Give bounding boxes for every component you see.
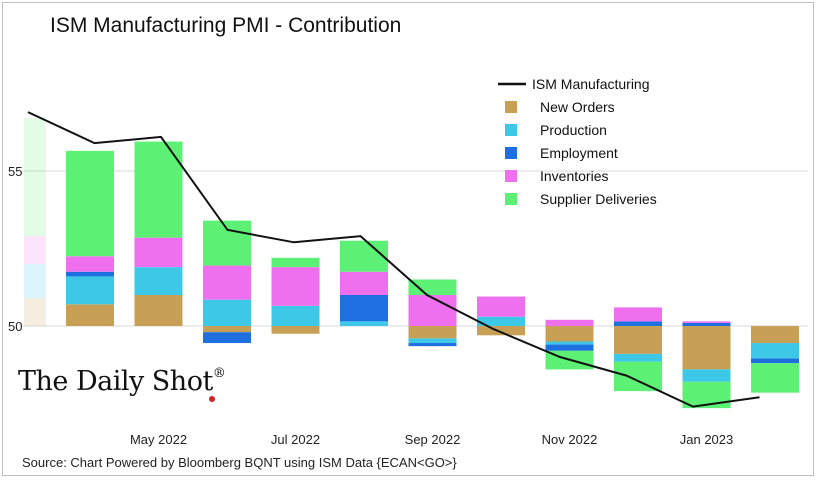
bar-inventories-may-2022 bbox=[134, 237, 183, 268]
bar-production-jul-2022 bbox=[271, 305, 320, 326]
legend-label-employment: Employment bbox=[540, 145, 618, 161]
bar-supplier-deliveries-dec-2022 bbox=[614, 361, 662, 392]
bar-production-dec-2022 bbox=[614, 353, 662, 362]
bar-production-jan-2023 bbox=[682, 369, 731, 382]
bar-supplier-deliveries-aug-2022 bbox=[340, 240, 388, 272]
legend-swatch-production bbox=[505, 124, 517, 136]
bar-supplier-deliveries-apr-2022 bbox=[66, 150, 114, 257]
bar-employment-jan-2023 bbox=[682, 322, 731, 326]
bar-employment-jun-2022 bbox=[203, 332, 251, 344]
legend-label-production: Production bbox=[540, 122, 607, 138]
bar-inventories-jun-2022 bbox=[203, 265, 251, 300]
x-tick-label: May 2022 bbox=[130, 432, 187, 447]
bar-production-sep-2022 bbox=[408, 338, 457, 344]
logo-red-dot bbox=[209, 396, 215, 402]
bar-production-jun-2022 bbox=[203, 299, 251, 326]
source-note: Source: Chart Powered by Bloomberg BQNT … bbox=[22, 455, 457, 470]
logo-registered-mark: ® bbox=[212, 366, 226, 381]
bar-new-orders-nov-2022 bbox=[545, 326, 594, 342]
bar-employment-dec-2022 bbox=[614, 321, 662, 326]
legend-label-ism-manufacturing: ISM Manufacturing bbox=[532, 76, 650, 92]
bar-inventories-jul-2022 bbox=[271, 267, 320, 306]
bar-inventories-sep-2022 bbox=[408, 295, 457, 326]
bar-new-orders-jan-2023 bbox=[682, 326, 731, 370]
bar-inventories-apr-2022 bbox=[66, 256, 114, 272]
bar-new-orders-apr-2022 bbox=[66, 304, 114, 326]
bar-employment-sep-2022 bbox=[408, 343, 457, 347]
bar-inventories-dec-2022 bbox=[614, 307, 662, 322]
bar-inventories-aug-2022 bbox=[340, 271, 388, 295]
daily-shot-logo: The Daily Shot® bbox=[18, 366, 226, 397]
legend-swatch-new-orders bbox=[505, 101, 517, 113]
bar-new-orders-jun-2022 bbox=[203, 326, 251, 333]
legend-label-new-orders: New Orders bbox=[540, 99, 615, 115]
bar-supplier-deliveries-feb-2023 bbox=[751, 363, 799, 393]
bar-new-orders-may-2022 bbox=[134, 295, 183, 326]
x-tick-label: Nov 2022 bbox=[542, 432, 598, 447]
bar-production-may-2022 bbox=[134, 267, 183, 295]
bar-supplier-deliveries-may-2022 bbox=[134, 141, 183, 238]
bar-employment-feb-2023 bbox=[751, 358, 799, 364]
ism-manufacturing-line bbox=[27, 111, 760, 408]
legend-swatch-inventories bbox=[505, 170, 517, 182]
bar-inventories-jan-2023 bbox=[682, 321, 731, 323]
bar-production-aug-2022 bbox=[340, 321, 388, 326]
legend-label-supplier-deliveries: Supplier Deliveries bbox=[540, 191, 657, 207]
bar-inventories-nov-2022 bbox=[545, 319, 594, 326]
legend-swatch-employment bbox=[505, 147, 517, 159]
x-tick-label: Jul 2022 bbox=[271, 432, 320, 447]
bar-supplier-deliveries-jul-2022 bbox=[271, 257, 320, 268]
y-tick-label-50: 50 bbox=[8, 319, 22, 334]
bar-supplier-deliveries-jun-2022 bbox=[203, 220, 251, 266]
bar-new-orders-jul-2022 bbox=[271, 326, 320, 334]
partial-bar-segment bbox=[24, 236, 46, 264]
partial-bar-segment bbox=[24, 298, 46, 326]
y-tick-label-55: 55 bbox=[8, 164, 22, 179]
bar-production-nov-2022 bbox=[545, 341, 594, 345]
bar-new-orders-sep-2022 bbox=[408, 326, 457, 339]
x-tick-label: Sep 2022 bbox=[405, 432, 461, 447]
partial-bar-segment bbox=[24, 264, 46, 299]
bar-production-oct-2022 bbox=[477, 316, 525, 326]
bar-new-orders-feb-2023 bbox=[751, 326, 799, 344]
bar-new-orders-oct-2022 bbox=[477, 326, 525, 336]
legend-swatch-supplier-deliveries bbox=[505, 193, 517, 205]
bar-new-orders-dec-2022 bbox=[614, 326, 662, 354]
bar-production-feb-2023 bbox=[751, 343, 799, 359]
bar-supplier-deliveries-sep-2022 bbox=[408, 279, 457, 295]
logo-text: The Daily Shot bbox=[18, 366, 213, 397]
x-tick-label: Jan 2023 bbox=[680, 432, 734, 447]
legend-label-inventories: Inventories bbox=[540, 168, 608, 184]
bar-inventories-oct-2022 bbox=[477, 296, 525, 317]
partial-bar-segment bbox=[24, 118, 46, 237]
bar-employment-apr-2022 bbox=[66, 271, 114, 277]
chart-title: ISM Manufacturing PMI - Contribution bbox=[50, 14, 402, 37]
bar-employment-aug-2022 bbox=[340, 295, 388, 322]
bar-production-apr-2022 bbox=[66, 276, 114, 305]
bar-employment-nov-2022 bbox=[545, 344, 594, 351]
